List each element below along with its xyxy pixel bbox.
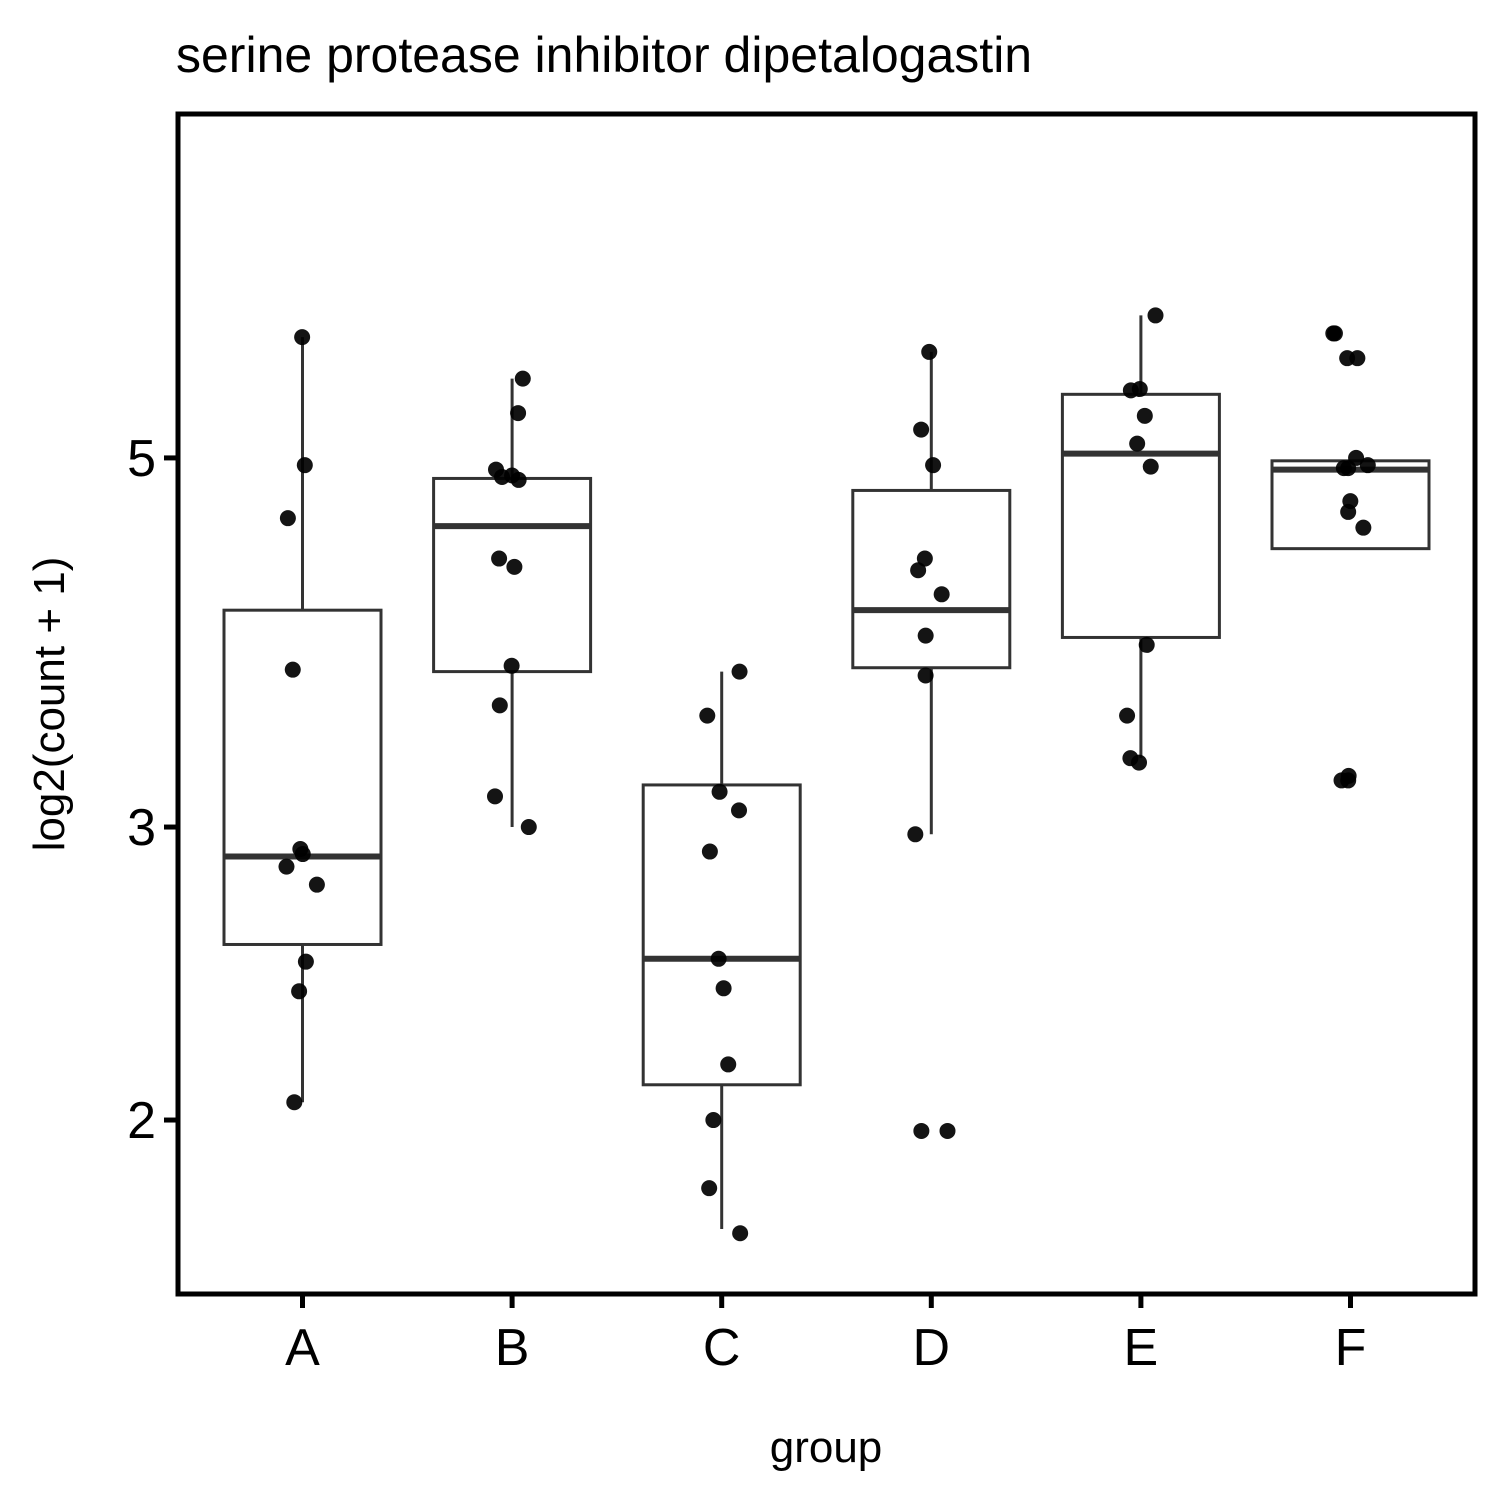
data-point: [1119, 707, 1136, 724]
data-point: [701, 1180, 718, 1197]
data-point: [917, 627, 934, 644]
data-point: [1340, 503, 1357, 520]
iqr-box: [432, 476, 593, 674]
box-A: [222, 337, 383, 1103]
y-axis: 2 3 5: [127, 430, 178, 1150]
data-point: [1340, 460, 1357, 477]
data-point: [731, 802, 748, 819]
data-point: [294, 329, 311, 346]
data-point: [1122, 382, 1139, 399]
x-tick-label-B: B: [495, 1319, 530, 1377]
data-point: [699, 707, 716, 724]
x-axis-title: group: [770, 1423, 883, 1472]
data-point: [1325, 325, 1342, 342]
data-point: [910, 562, 927, 579]
x-axis: A B C D E F: [285, 1294, 1366, 1377]
data-point: [1138, 636, 1155, 653]
data-point: [296, 457, 313, 474]
data-point: [278, 858, 295, 875]
iqr-box: [1060, 392, 1221, 639]
y-tick-label: 3: [127, 799, 156, 857]
data-point: [1359, 457, 1376, 474]
data-point: [1131, 754, 1148, 771]
data-point: [1349, 350, 1366, 367]
data-point: [939, 1122, 956, 1139]
data-point: [1136, 407, 1153, 424]
data-point: [506, 558, 523, 575]
data-point: [1142, 458, 1159, 475]
box-layer: [222, 315, 1431, 1230]
y-tick-label: 2: [127, 1092, 156, 1150]
iqr-box: [641, 783, 802, 1087]
data-point: [494, 468, 511, 485]
data-point: [1333, 772, 1350, 789]
data-point: [917, 667, 934, 684]
data-point: [510, 471, 527, 488]
x-tick-label-E: E: [1124, 1319, 1159, 1377]
data-point: [916, 550, 933, 567]
data-point: [487, 788, 504, 805]
x-tick-label-C: C: [703, 1319, 741, 1377]
data-point: [913, 421, 930, 438]
iqr-box: [222, 608, 383, 946]
data-point: [514, 370, 531, 387]
data-point: [711, 783, 728, 800]
box-D: [851, 351, 1012, 835]
data-point: [291, 983, 308, 1000]
box-B: [432, 378, 593, 828]
box-C: [641, 671, 802, 1230]
data-point: [491, 697, 508, 714]
data-point: [520, 819, 537, 836]
data-point: [1147, 307, 1164, 324]
data-point: [720, 1056, 737, 1073]
data-point: [921, 343, 938, 360]
data-point: [907, 826, 924, 843]
data-point: [294, 846, 311, 863]
data-point: [701, 843, 718, 860]
x-tick-label-D: D: [913, 1319, 951, 1377]
data-point: [297, 953, 314, 970]
x-tick-label-A: A: [285, 1319, 320, 1377]
data-point: [510, 405, 527, 422]
plot-frame: [175, 111, 1478, 1297]
data-point: [1129, 435, 1146, 452]
data-point: [503, 657, 520, 674]
data-point: [705, 1112, 722, 1129]
data-point: [491, 550, 508, 567]
data-point: [279, 510, 296, 527]
data-point: [731, 663, 748, 680]
data-point: [710, 950, 727, 967]
data-point: [1355, 519, 1372, 536]
data-point: [284, 661, 301, 678]
point-layer: [278, 307, 1376, 1242]
chart-title: serine protease inhibitor dipetalogastin: [176, 27, 1032, 83]
data-point: [286, 1094, 303, 1111]
x-tick-label-F: F: [1335, 1319, 1367, 1377]
data-point: [732, 1225, 749, 1242]
data-point: [933, 586, 950, 603]
y-tick-label: 5: [127, 430, 156, 488]
data-point: [308, 876, 325, 893]
box-E: [1060, 315, 1221, 759]
data-point: [913, 1122, 930, 1139]
y-axis-title: log2(count + 1): [25, 557, 74, 852]
data-point: [715, 980, 732, 997]
data-point: [925, 457, 942, 474]
